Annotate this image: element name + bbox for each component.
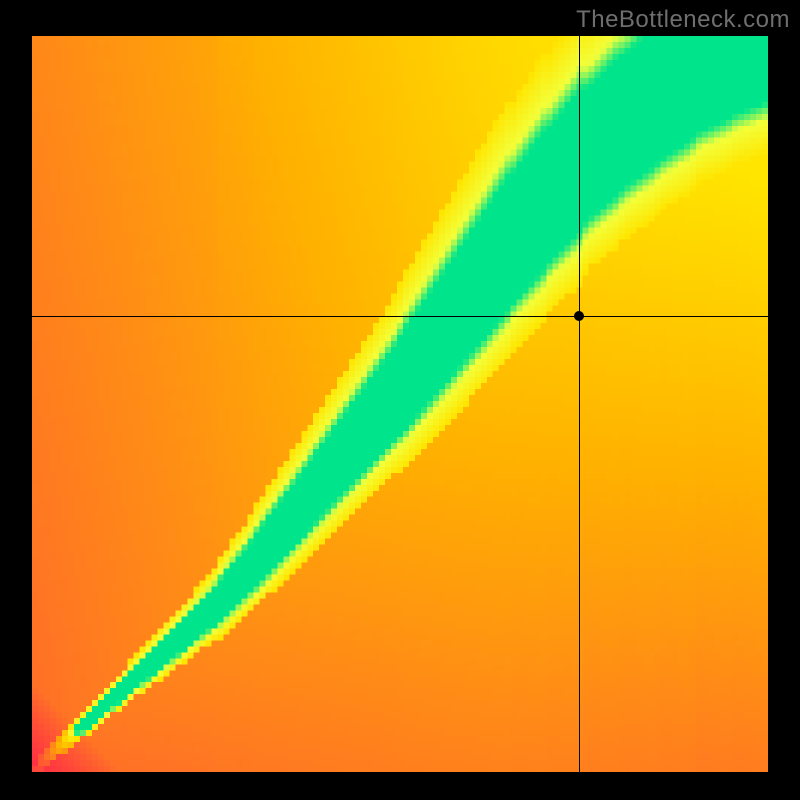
heatmap-canvas: [32, 36, 768, 772]
crosshair-horizontal: [32, 316, 768, 317]
chart-outer: TheBottleneck.com: [0, 0, 800, 800]
crosshair-marker: [574, 311, 584, 321]
heatmap-plot: [32, 36, 768, 772]
watermark-text: TheBottleneck.com: [576, 6, 790, 34]
crosshair-vertical: [579, 36, 580, 772]
